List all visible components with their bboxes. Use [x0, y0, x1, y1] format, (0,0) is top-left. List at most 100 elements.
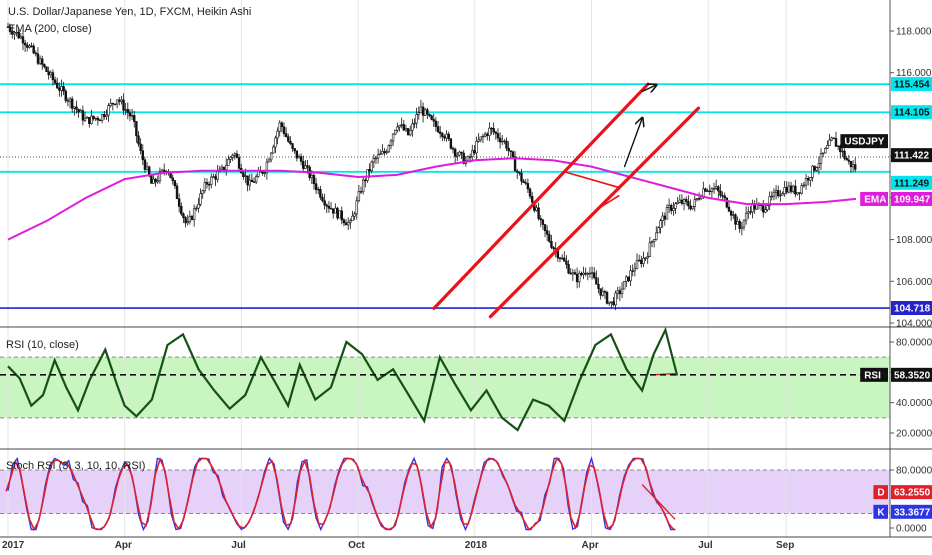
- candle-body-269: [583, 273, 585, 275]
- candle-body-208: [452, 148, 454, 149]
- candle-body-111: [245, 176, 247, 177]
- candle-body-377: [814, 166, 816, 170]
- candle-body-199: [433, 119, 435, 121]
- candle-body-13: [35, 53, 37, 54]
- candle-body-266: [576, 274, 578, 282]
- tag-level-1-value: 115.454: [894, 80, 930, 91]
- candle-body-336: [726, 198, 728, 207]
- candle-body-317: [685, 199, 687, 201]
- candle-body-232: [503, 141, 505, 142]
- candle-body-319: [690, 206, 692, 209]
- candle-body-171: [373, 158, 375, 162]
- candle-body-19: [48, 72, 50, 75]
- candle-body-113: [249, 180, 251, 185]
- stoch-tick-label: 80.0000: [896, 466, 932, 477]
- candle-body-276: [598, 284, 600, 288]
- candle-body-295: [638, 260, 640, 261]
- candle-body-108: [238, 158, 240, 169]
- candle-body-287: [621, 289, 623, 294]
- candle-body-212: [461, 152, 463, 153]
- candle-body-160: [349, 221, 351, 223]
- candle-body-235: [510, 151, 512, 152]
- candle-body-24: [58, 88, 60, 90]
- candle-body-231: [501, 141, 503, 142]
- candle-body-328: [709, 191, 711, 192]
- candle-body-247: [536, 208, 538, 211]
- time-axis[interactable]: 2017AprJulOct2018AprJulSep2019: [2, 540, 932, 550]
- candle-body-25: [61, 86, 63, 90]
- candle-body-226: [491, 128, 493, 129]
- candle-body-361: [779, 195, 781, 196]
- tag-usdjpy-value: 111.422: [894, 151, 929, 162]
- candle-body-88: [195, 208, 197, 209]
- candle-body-367: [792, 186, 794, 191]
- projection-arrow-0: [625, 119, 643, 167]
- candle-body-181: [394, 130, 396, 134]
- candle-body-294: [636, 260, 638, 268]
- candle-body-16: [41, 59, 43, 65]
- candle-body-81: [180, 206, 182, 214]
- candle-body-67: [150, 176, 152, 184]
- tag-usdjpy-label: USDJPY: [844, 137, 884, 148]
- candle-body-354: [764, 210, 766, 212]
- candle-body-83: [185, 218, 187, 223]
- candle-body-279: [604, 291, 606, 292]
- candle-body-36: [84, 118, 86, 120]
- candle-body-50: [114, 104, 116, 105]
- candle-body-333: [720, 191, 722, 195]
- candle-body-159: [347, 222, 349, 225]
- candle-body-53: [120, 100, 122, 102]
- candle-body-107: [236, 154, 238, 158]
- candle-body-120: [264, 173, 266, 174]
- candle-body-271: [587, 274, 589, 275]
- candle-body-174: [379, 154, 381, 155]
- candle-body-217: [471, 151, 473, 157]
- tag-ema-value: 109.947: [894, 194, 931, 205]
- candle-body-125: [275, 138, 277, 147]
- candle-body-47: [108, 106, 110, 115]
- time-tick-label: Sep: [776, 540, 794, 550]
- candle-body-32: [76, 107, 78, 110]
- candle-body-258: [559, 258, 561, 259]
- candle-body-391: [844, 151, 846, 158]
- stoch-tick-label: 0.0000: [896, 524, 927, 535]
- tag-level-3-value: 111.249: [894, 178, 929, 189]
- candle-body-184: [401, 125, 403, 126]
- candle-body-175: [382, 151, 384, 153]
- candle-body-273: [591, 273, 593, 274]
- candle-body-296: [640, 260, 642, 264]
- candle-body-330: [713, 188, 715, 189]
- candle-body-198: [431, 116, 433, 120]
- candle-body-228: [495, 132, 497, 133]
- candle-body-350: [756, 205, 758, 210]
- candle-body-219: [476, 141, 478, 153]
- candle-body-344: [743, 220, 745, 227]
- candle-body-61: [138, 136, 140, 144]
- candle-body-23: [56, 83, 58, 88]
- candle-body-91: [202, 191, 204, 194]
- price-tick-label: 108.000: [896, 235, 932, 246]
- candle-body-371: [801, 186, 803, 194]
- candle-body-359: [775, 190, 777, 192]
- candle-body-339: [732, 215, 734, 216]
- candle-body-313: [677, 202, 679, 203]
- candle-body-123: [270, 153, 272, 160]
- stoch-legend: Stoch RSI (3, 3, 10, 10, RSI): [6, 460, 145, 472]
- candle-body-366: [790, 186, 792, 192]
- candle-body-22: [54, 80, 56, 83]
- candle-body-187: [407, 129, 409, 135]
- candle-body-200: [435, 121, 437, 126]
- candle-body-8: [24, 43, 26, 45]
- candle-body-302: [653, 240, 655, 242]
- candle-body-189: [411, 124, 413, 130]
- candle-body-89: [198, 204, 200, 208]
- candle-body-299: [647, 256, 649, 257]
- candle-body-290: [628, 277, 630, 281]
- candle-body-272: [589, 273, 591, 274]
- candle-body-280: [606, 292, 608, 303]
- candle-body-95: [210, 177, 212, 185]
- candle-body-178: [388, 146, 390, 152]
- candle-body-59: [133, 115, 135, 121]
- candle-body-324: [700, 197, 702, 199]
